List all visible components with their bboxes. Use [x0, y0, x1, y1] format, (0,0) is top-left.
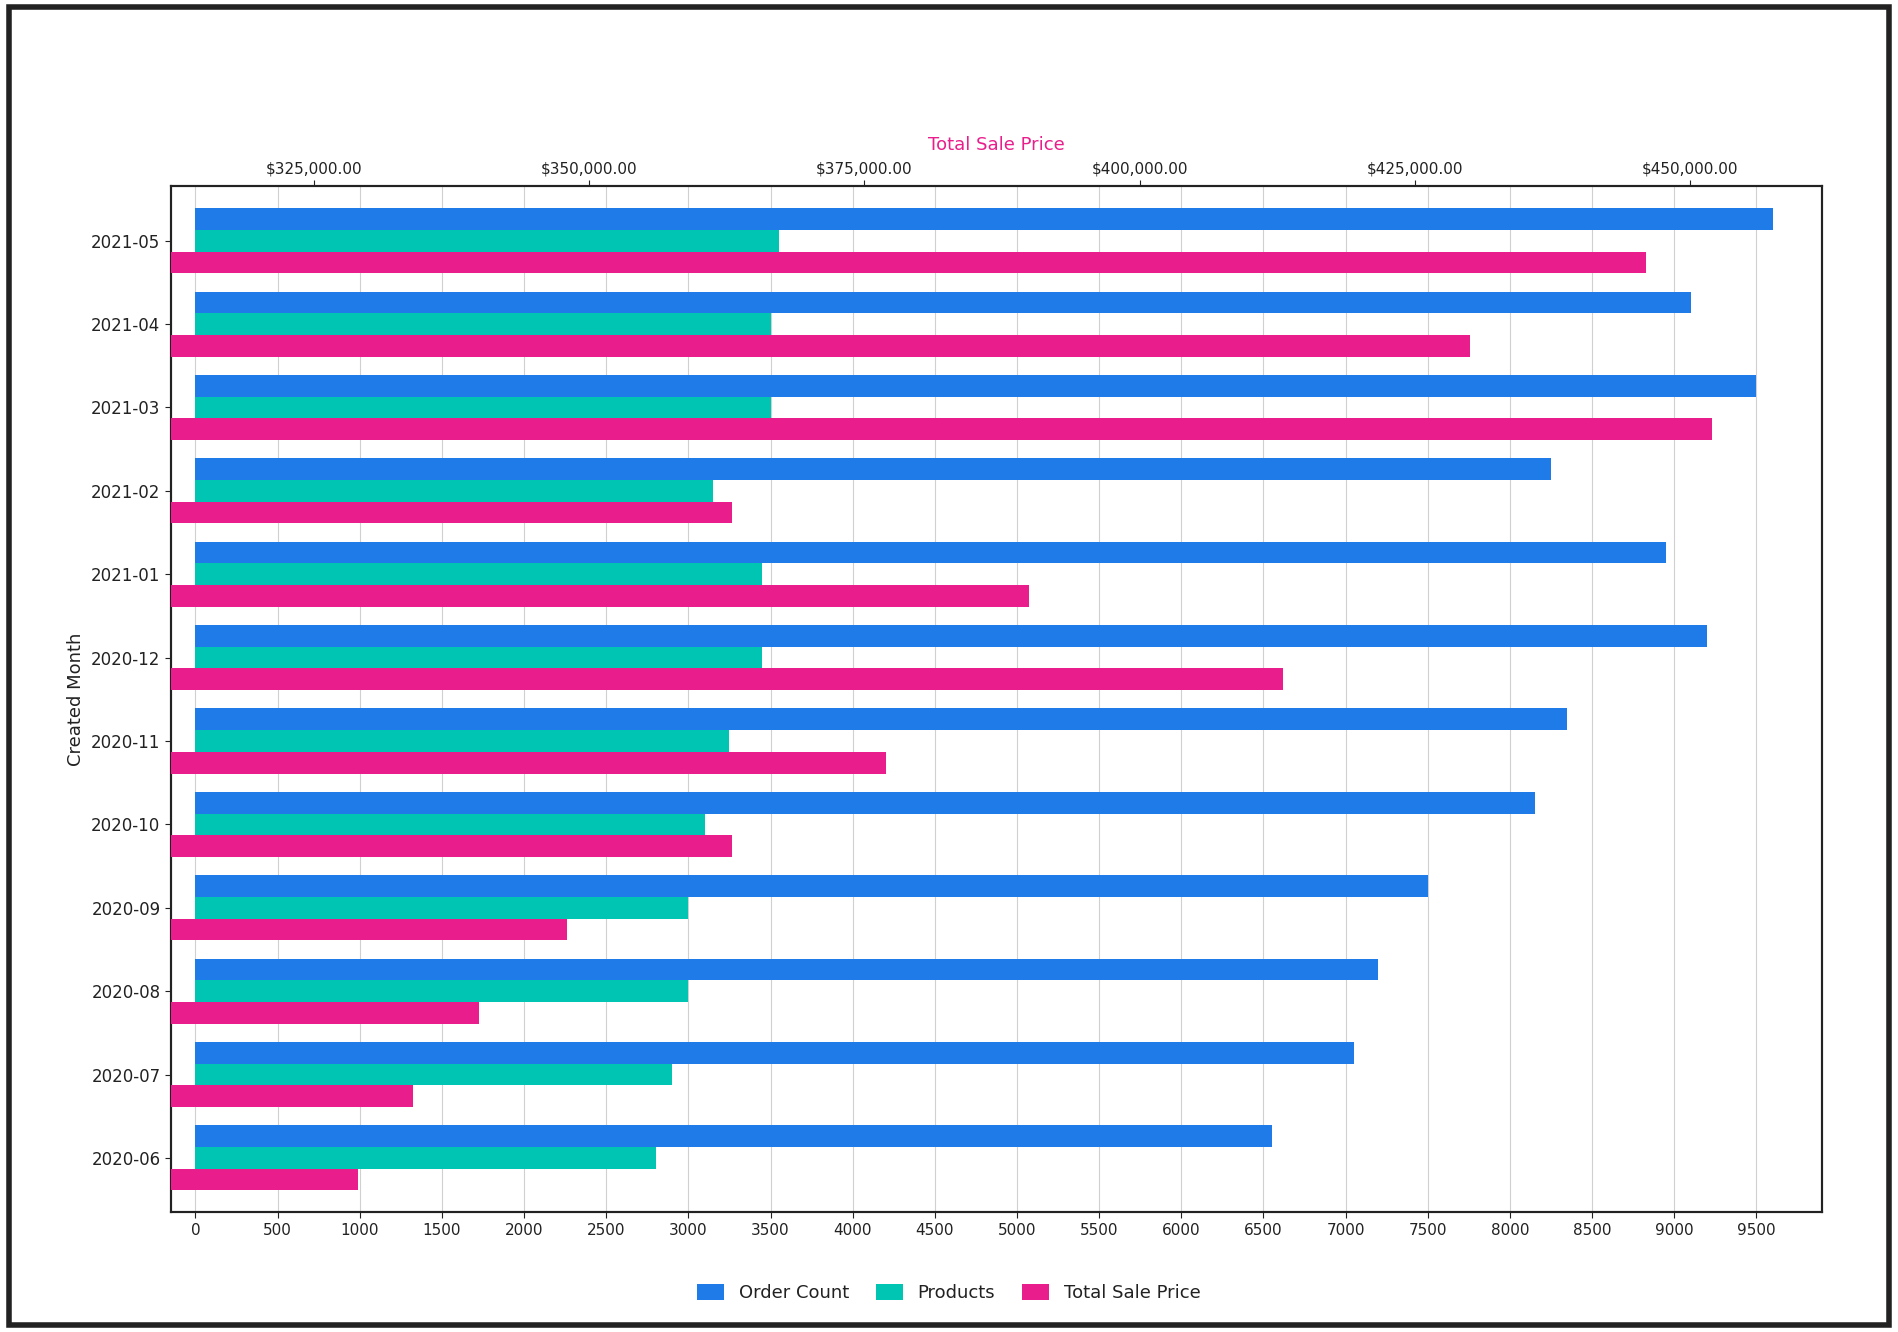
Bar — [0, 252, 1646, 273]
Bar — [0, 334, 1469, 357]
Bar — [195, 814, 704, 835]
Bar — [195, 896, 689, 919]
Bar — [195, 1064, 672, 1086]
Bar — [195, 313, 771, 334]
Bar — [195, 374, 1756, 397]
Bar — [195, 625, 1706, 647]
Bar — [195, 875, 1427, 896]
Bar — [195, 1126, 1272, 1147]
Bar — [0, 585, 1029, 607]
Bar — [0, 418, 1712, 440]
Bar — [195, 542, 1666, 563]
Bar — [0, 835, 733, 856]
Bar — [195, 230, 778, 252]
X-axis label: Total Sale Price: Total Sale Price — [928, 136, 1065, 155]
Bar — [0, 1086, 414, 1107]
Bar — [195, 480, 714, 502]
Bar — [195, 730, 729, 751]
Bar — [0, 1168, 359, 1191]
Bar — [195, 397, 771, 418]
Bar — [195, 292, 1691, 313]
Bar — [195, 709, 1568, 730]
Bar — [0, 669, 1283, 690]
Bar — [195, 458, 1551, 480]
Bar — [195, 563, 763, 585]
Bar — [195, 980, 689, 1002]
Bar — [195, 791, 1535, 814]
Bar — [0, 919, 568, 940]
Y-axis label: Created Month: Created Month — [68, 633, 85, 766]
Bar — [195, 1042, 1353, 1064]
Bar — [195, 1147, 655, 1168]
Bar — [195, 959, 1378, 980]
Bar — [0, 1002, 478, 1024]
Bar — [0, 751, 886, 774]
Bar — [195, 208, 1773, 230]
Bar — [0, 502, 733, 523]
Legend: Order Count, Products, Total Sale Price: Order Count, Products, Total Sale Price — [691, 1277, 1207, 1309]
Bar — [195, 647, 763, 669]
